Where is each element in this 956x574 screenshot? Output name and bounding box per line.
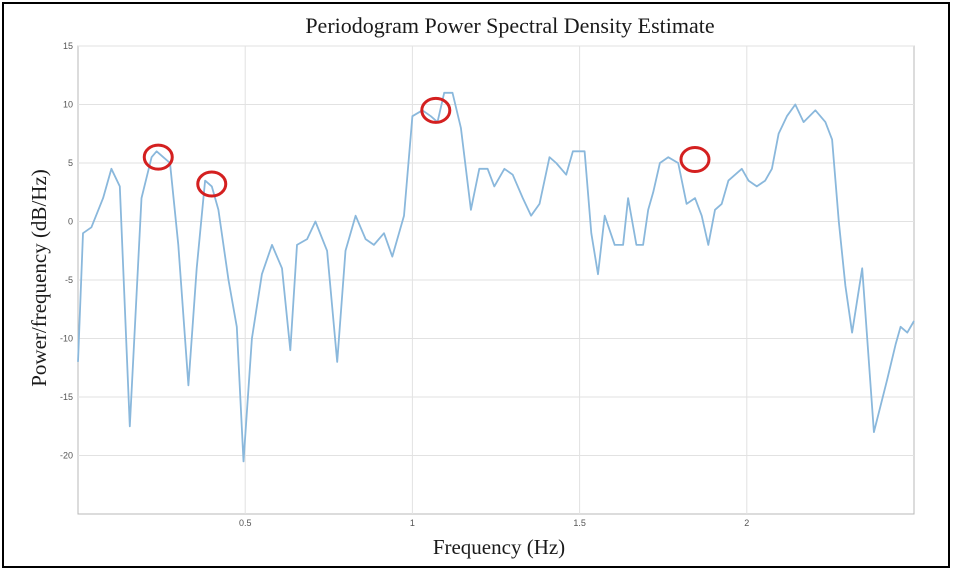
series-layer [77, 91, 915, 463]
psd-series-line [77, 91, 915, 463]
y-tick-label: -15 [60, 392, 73, 402]
chart-title: Periodogram Power Spectral Density Estim… [305, 13, 714, 38]
grid [78, 45, 914, 514]
y-tick-label: 5 [68, 158, 73, 168]
peak-highlight-circle [420, 96, 452, 124]
x-axis-label: Frequency (Hz) [433, 535, 565, 559]
y-tick-label: 10 [63, 100, 73, 110]
peak-highlight-circle [142, 143, 174, 171]
y-tick-label: -10 [60, 334, 73, 344]
x-tick-label: 2 [744, 518, 749, 528]
highlighted-peaks [142, 96, 711, 198]
x-tick-label: 0.5 [239, 518, 252, 528]
y-axis-label: Power/frequency (dB/Hz) [27, 169, 51, 387]
x-tick-label: 1 [410, 518, 415, 528]
peak-highlight-circle [679, 145, 711, 173]
y-tick-label: 0 [68, 217, 73, 227]
y-tick-label: -20 [60, 451, 73, 461]
y-tick-label: 15 [63, 41, 73, 51]
tick-labels: 0.5 1 1.5 2 15 10 5 0 -5 -10 -15 -20 [60, 41, 749, 528]
peak-highlight-circle [196, 170, 228, 198]
y-tick-label: -5 [65, 275, 73, 285]
x-tick-label: 1.5 [573, 518, 586, 528]
